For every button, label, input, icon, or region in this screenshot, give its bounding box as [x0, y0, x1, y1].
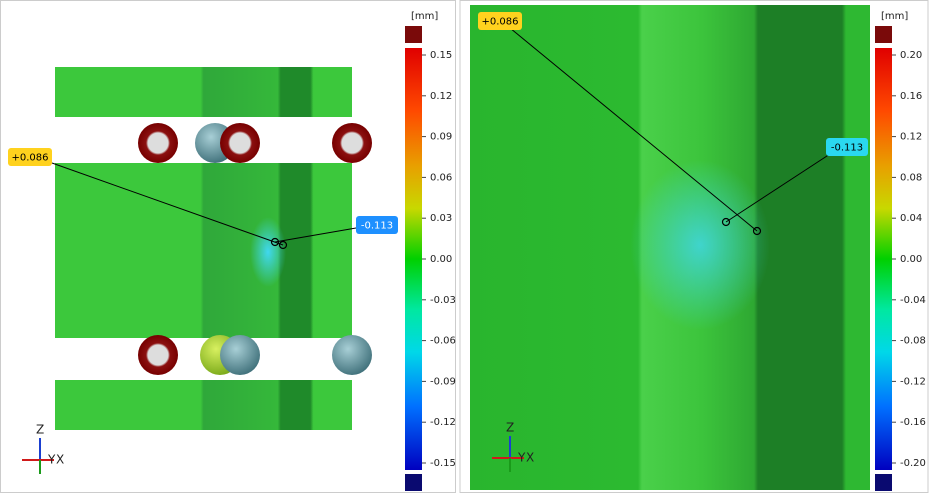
right-panel	[459, 0, 929, 493]
scale-label: -0.20	[900, 458, 926, 469]
callout-leader	[51, 162, 284, 246]
callout-point	[270, 237, 280, 247]
colorbar	[405, 48, 422, 470]
colorbar-max	[875, 26, 892, 43]
callout-leader	[725, 153, 831, 223]
callout-box	[8, 148, 52, 166]
scale-label: 0.03	[430, 213, 452, 224]
callout-box	[478, 12, 522, 30]
callout-value: -0.113	[361, 221, 393, 232]
callout-value: +0.086	[481, 17, 518, 28]
callout-box	[356, 216, 398, 234]
scale-label: 0.15	[430, 50, 452, 61]
callout-value: -0.113	[831, 143, 863, 154]
scale-label: -0.06	[430, 336, 456, 347]
callout-point	[278, 240, 288, 250]
unit-label: [mm]	[881, 11, 908, 22]
colorbar	[875, 48, 892, 470]
scale-label: 0.08	[900, 172, 922, 183]
scale-label: 0.12	[430, 91, 452, 102]
left-scene	[55, 67, 372, 430]
colorbar-max	[405, 26, 422, 43]
scale-label: 0.00	[900, 254, 922, 265]
scale-label: 0.16	[900, 91, 922, 102]
scale-label: -0.04	[900, 295, 926, 306]
scale-label: -0.03	[430, 295, 456, 306]
scale-label: -0.12	[430, 417, 456, 428]
axis-y-label: Y	[47, 453, 56, 467]
scale-label: -0.09	[430, 376, 456, 387]
scale-label: 0.09	[430, 132, 452, 143]
colorbar-min	[405, 474, 422, 491]
callout-box	[826, 138, 868, 156]
scale-label: -0.15	[430, 458, 456, 469]
scale-label: 0.06	[430, 172, 452, 183]
scale-label: 0.04	[900, 213, 922, 224]
axis-y-label: Y	[517, 451, 526, 465]
scale-label: -0.12	[900, 376, 926, 387]
scale-label: 0.00	[430, 254, 452, 265]
callout-leader	[274, 227, 357, 243]
scale-label: 0.12	[900, 132, 922, 143]
callout-leader	[509, 27, 758, 232]
scale-label: 0.20	[900, 50, 922, 61]
callout-point	[721, 217, 731, 227]
unit-label: [mm]	[411, 11, 438, 22]
callout-point	[752, 226, 762, 236]
scale-label: -0.16	[900, 417, 926, 428]
deviation-area	[630, 160, 770, 330]
axis-x-label: X	[56, 453, 64, 467]
callout-value: +0.086	[11, 153, 48, 164]
scale-label: -0.08	[900, 336, 926, 347]
axis-z-label: Z	[506, 421, 514, 435]
axis-x-label: X	[526, 451, 534, 465]
colorbar-min	[875, 474, 892, 491]
axis-z-label: Z	[36, 423, 44, 437]
